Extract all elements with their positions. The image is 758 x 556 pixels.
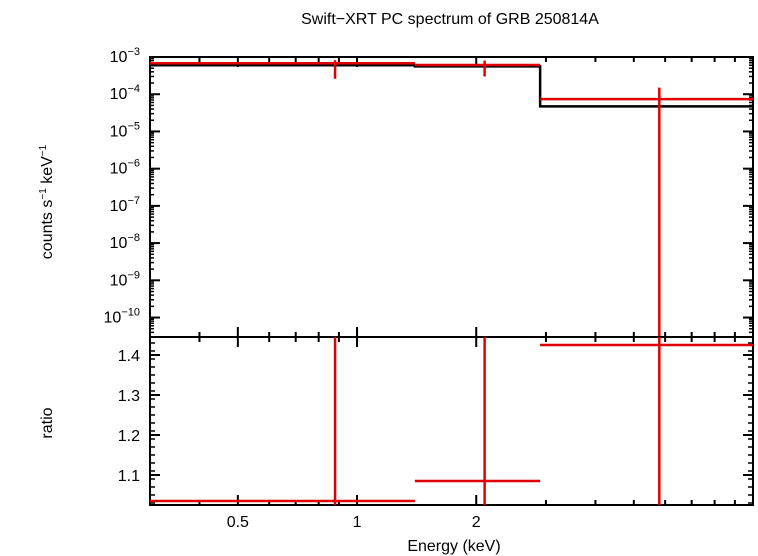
top-y-label-mid: keV <box>39 156 56 188</box>
bottom-panel-frame <box>149 336 754 506</box>
top-y-tick-label: 10−7 <box>110 195 140 215</box>
model-step-line <box>150 64 753 108</box>
x-tick-label: 1 <box>353 514 362 531</box>
chart-title: Swift−XRT PC spectrum of GRB 250814A <box>301 11 599 28</box>
bottom-y-tick-label: 1.1 <box>118 468 140 485</box>
top-panel: 10−3 10−4 10−5 10−6 10−7 10−8 10−9 10−10 <box>104 46 754 338</box>
x-tick-label: 0.5 <box>227 514 249 531</box>
top-y-label-base: counts s <box>39 200 56 260</box>
bottom-y-tick-label: 1.3 <box>118 388 140 405</box>
x-axis-label: Energy (keV) <box>407 538 500 555</box>
top-y-tick-label: 10−6 <box>110 158 140 178</box>
top-y-label-exp2: −1 <box>38 144 49 156</box>
x-tick-label: 2 <box>472 514 481 531</box>
bottom-panel: 0.5 1 2 1.1 1.2 1.3 1.4 <box>118 336 754 531</box>
bottom-y-tick-label: 1.2 <box>118 428 140 445</box>
top-y-tick-label: 10−5 <box>110 120 140 140</box>
top-y-label-exp1: −1 <box>38 188 49 200</box>
top-y-tick-label: 10−8 <box>110 232 140 252</box>
top-y-tick-label: 10−3 <box>110 46 140 66</box>
top-y-axis-label: counts s−1 keV−1 <box>38 144 56 259</box>
top-y-tick-label: 10−9 <box>110 269 140 289</box>
top-y-tick-label: 10−10 <box>104 307 140 327</box>
top-y-tick-label: 10−4 <box>110 83 140 103</box>
bottom-y-tick-label: 1.4 <box>118 348 140 365</box>
bottom-y-axis-label: ratio <box>39 407 56 438</box>
